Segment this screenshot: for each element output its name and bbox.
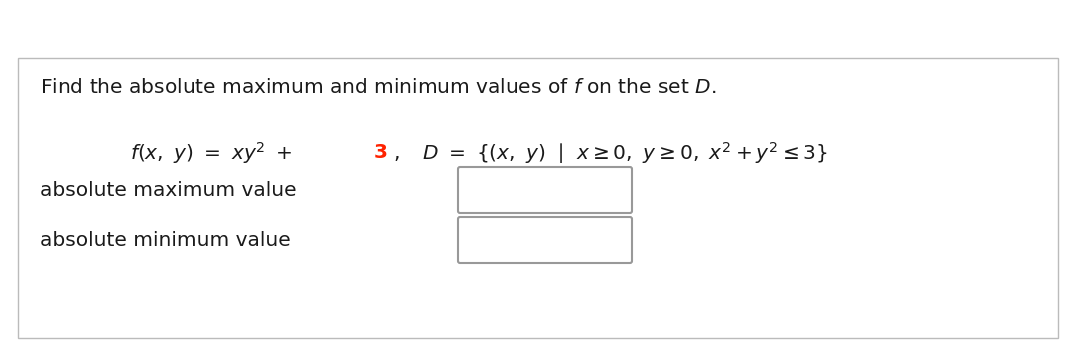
Text: $\mathit{f}(\mathit{x},\ \mathit{y})\ =\ \mathit{x}\mathit{y}^2\ +$: $\mathit{f}(\mathit{x},\ \mathit{y})\ =\…	[130, 140, 293, 166]
FancyBboxPatch shape	[458, 167, 632, 213]
FancyBboxPatch shape	[458, 217, 632, 263]
Text: absolute minimum value: absolute minimum value	[40, 230, 291, 250]
Text: $,\quad D\ =\ \{(\mathit{x},\ \mathit{y})\ \mid\ \mathit{x} \geq 0,\ \mathit{y} : $,\quad D\ =\ \{(\mathit{x},\ \mathit{y}…	[393, 140, 829, 166]
Text: $\mathbf{3}$: $\mathbf{3}$	[373, 143, 387, 163]
Text: Find the absolute maximum and minimum values of $\mathit{f}$ on the set $\mathit: Find the absolute maximum and minimum va…	[40, 78, 717, 97]
FancyBboxPatch shape	[18, 58, 1058, 338]
Text: absolute maximum value: absolute maximum value	[40, 181, 297, 199]
